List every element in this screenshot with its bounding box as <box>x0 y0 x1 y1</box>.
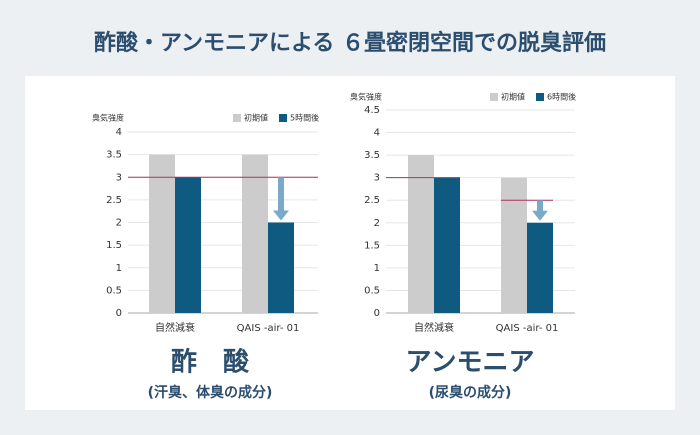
bar <box>501 177 527 313</box>
y-tick-label: 0 <box>116 308 122 319</box>
bar <box>527 222 553 313</box>
y-tick-label: 4.5 <box>364 105 380 116</box>
chart-caption: アンモニア <box>406 348 535 378</box>
arrow <box>532 200 548 221</box>
y-tick-label: 1 <box>116 263 122 274</box>
y-tick-label: 2 <box>116 218 122 229</box>
y-tick-label: 3 <box>116 172 122 183</box>
y-tick-label: 1.5 <box>364 240 380 251</box>
legend-swatch <box>279 114 287 122</box>
x-tick-label: QAIS -air- 01 <box>496 323 559 334</box>
y-tick-label: 1 <box>374 263 380 274</box>
y-tick-label: 4 <box>374 128 380 139</box>
bar <box>434 177 460 313</box>
legend-label: 5時間後 <box>290 113 319 123</box>
y-tick-label: 3.5 <box>364 150 380 161</box>
legend-label: 6時間後 <box>547 92 576 102</box>
y-axis-label: 臭気強度 <box>350 92 382 102</box>
chart-caption: 酢 酸 <box>171 348 250 378</box>
y-tick-label: 4 <box>116 127 122 138</box>
x-tick-label: 自然減衰 <box>155 321 195 334</box>
y-tick-label: 3 <box>374 173 380 184</box>
bar <box>175 177 201 313</box>
legend-label: 初期値 <box>501 92 525 102</box>
legend-swatch <box>490 93 498 101</box>
panel <box>25 76 675 410</box>
chart-subcaption: (尿臭の成分) <box>429 384 512 401</box>
bar <box>242 154 268 313</box>
legend-label: 初期値 <box>244 113 268 123</box>
y-tick-label: 3.5 <box>106 150 122 161</box>
y-tick-label: 0.5 <box>106 285 122 296</box>
y-tick-label: 1.5 <box>106 240 122 251</box>
arrow <box>273 177 289 221</box>
bar <box>149 154 175 313</box>
x-tick-label: QAIS -air- 01 <box>237 323 300 334</box>
chart-subcaption: (汗臭、体臭の成分) <box>148 384 273 401</box>
legend-swatch <box>536 93 544 101</box>
y-tick-label: 2.5 <box>106 195 122 206</box>
legend-swatch <box>233 114 241 122</box>
page-title: 酢酸・アンモニアによる ６畳密閉空間での脱臭評価 <box>94 30 606 56</box>
bar <box>268 222 294 313</box>
y-axis-label: 臭気強度 <box>92 113 124 123</box>
bar <box>408 155 434 313</box>
x-tick-label: 自然減衰 <box>414 321 454 334</box>
y-tick-label: 2.5 <box>364 195 380 206</box>
y-tick-label: 0 <box>374 308 380 319</box>
y-tick-label: 0.5 <box>364 285 380 296</box>
y-tick-label: 2 <box>374 218 380 229</box>
